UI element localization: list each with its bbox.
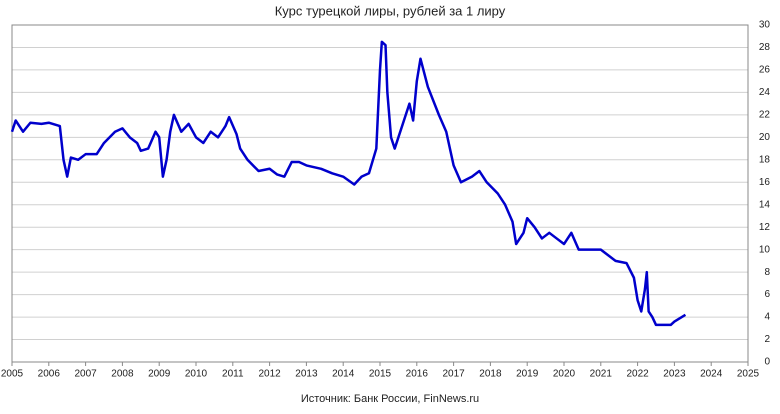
x-tick-label: 2012: [258, 369, 281, 380]
x-tick-label: 2019: [516, 369, 539, 380]
y-tick-label: 30: [759, 20, 771, 31]
x-tick-label: 2010: [185, 369, 208, 380]
y-tick-label: 22: [759, 110, 771, 121]
y-tick-label: 12: [759, 222, 771, 233]
x-tick-label: 2021: [590, 369, 613, 380]
x-tick-label: 2011: [222, 369, 244, 380]
x-tick-label: 2024: [700, 369, 723, 380]
y-tick-label: 8: [764, 267, 770, 278]
x-tick-label: 2006: [38, 369, 61, 380]
y-tick-label: 14: [759, 199, 771, 210]
x-tick-label: 2015: [369, 369, 392, 380]
x-tick-label: 2008: [111, 369, 134, 380]
x-tick-label: 2022: [626, 369, 649, 380]
y-tick-label: 20: [759, 132, 771, 143]
x-tick-label: 2017: [442, 369, 465, 380]
chart-title: Курс турецкой лиры, рублей за 1 лиру: [275, 3, 506, 18]
y-tick-label: 28: [759, 42, 771, 53]
x-tick-label: 2013: [295, 369, 318, 380]
y-tick-label: 16: [759, 177, 771, 188]
x-tick-label: 2014: [332, 369, 355, 380]
y-tick-label: 24: [759, 87, 771, 98]
source: Источник: Банк России, FinNews.ru: [301, 393, 479, 405]
y-tick-label: 18: [759, 154, 771, 165]
x-tick-label: 2020: [553, 369, 576, 380]
x-tick-label: 2009: [148, 369, 171, 380]
x-tick-label: 2025: [737, 369, 760, 380]
y-tick-label: 4: [764, 312, 770, 323]
y-tick-label: 0: [764, 357, 770, 368]
x-tick-label: 2007: [74, 369, 97, 380]
y-tick-label: 2: [764, 334, 770, 345]
y-tick-label: 26: [759, 65, 771, 76]
y-tick-label: 10: [759, 244, 771, 255]
x-tick-label: 2005: [1, 369, 24, 380]
line-series: [10, 40, 687, 327]
x-tick-label: 2018: [479, 369, 502, 380]
x-tick-label: 2016: [406, 369, 429, 380]
x-tick-label: 2023: [663, 369, 686, 380]
y-tick-label: 6: [764, 289, 770, 300]
